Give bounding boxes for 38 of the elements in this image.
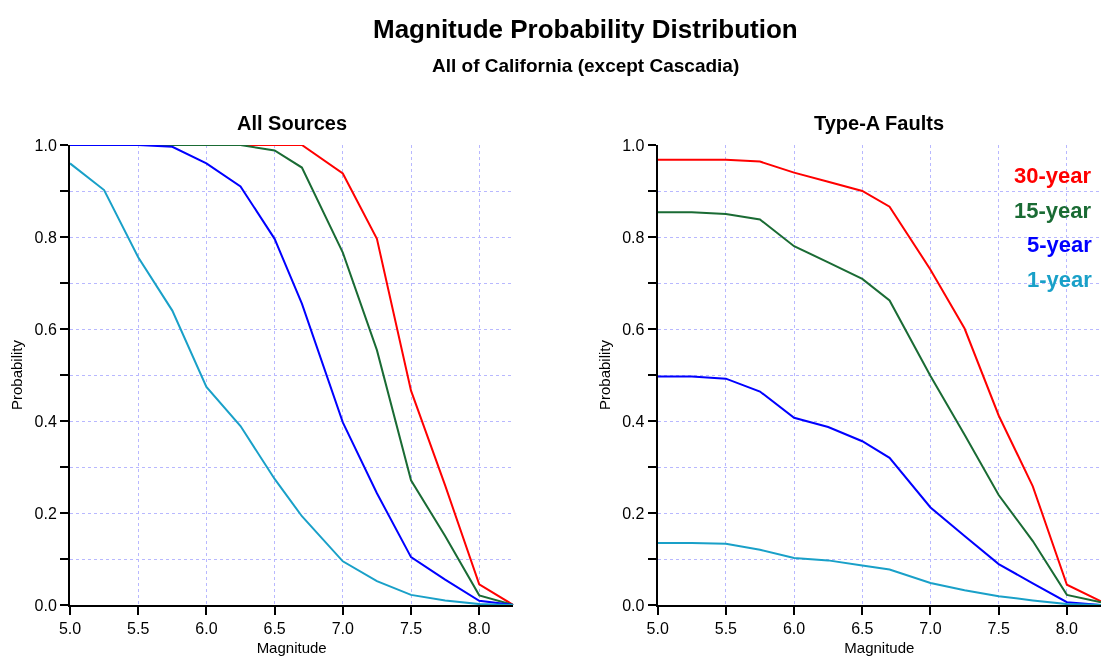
text: 1-year <box>1027 267 1093 292</box>
x-tick-label: 6.0 <box>782 620 806 638</box>
x-tick-label: 7.5 <box>399 620 423 638</box>
text: Magnitude Probability Distribution <box>373 14 798 44</box>
y-tick-label: 1.0 <box>34 136 57 154</box>
x-tick-label: 8.0 <box>1055 620 1079 638</box>
x-tick-label: 5.0 <box>646 620 669 638</box>
y-tick-label: 0.6 <box>622 320 645 338</box>
y-tick-label: 0.8 <box>34 228 57 246</box>
y-tick-label: 0.2 <box>622 504 645 522</box>
x-tick-label: 8.0 <box>468 620 491 638</box>
y-tick-label: 0.0 <box>622 596 645 614</box>
y-tick-label: 0.0 <box>34 596 57 614</box>
x-tick-label: 5.0 <box>58 620 82 638</box>
x-tick-label: 5.5 <box>714 620 738 638</box>
chart-title: All Sources <box>237 112 348 134</box>
x-tick-label: 5.5 <box>127 620 150 638</box>
chart-title: Type-A Faults <box>814 112 945 134</box>
x-tick-label: 6.0 <box>195 620 218 638</box>
y-axis-title: Probability <box>595 339 613 411</box>
x-tick-label: 6.5 <box>851 620 874 638</box>
x-axis-title: Magnitude <box>256 638 327 656</box>
x-tick-label: 7.5 <box>987 620 1010 638</box>
x-tick-label: 7.0 <box>919 620 942 638</box>
text: 15-year <box>1014 198 1092 223</box>
text: 5-year <box>1027 232 1093 257</box>
y-tick-label: 0.2 <box>34 504 57 522</box>
y-tick-label: 0.6 <box>34 320 57 338</box>
y-tick-label: 0.4 <box>622 412 645 430</box>
x-axis-title: Magnitude <box>844 638 915 656</box>
x-tick-label: 6.5 <box>263 620 286 638</box>
y-tick-label: 0.4 <box>34 412 57 430</box>
y-tick-label: 0.8 <box>622 228 645 246</box>
y-tick-label: 1.0 <box>622 136 645 154</box>
text: All of California (except Cascadia) <box>432 55 740 76</box>
text: 30-year <box>1014 163 1092 188</box>
y-axis-title: Probability <box>8 339 26 411</box>
x-tick-label: 7.0 <box>331 620 355 638</box>
